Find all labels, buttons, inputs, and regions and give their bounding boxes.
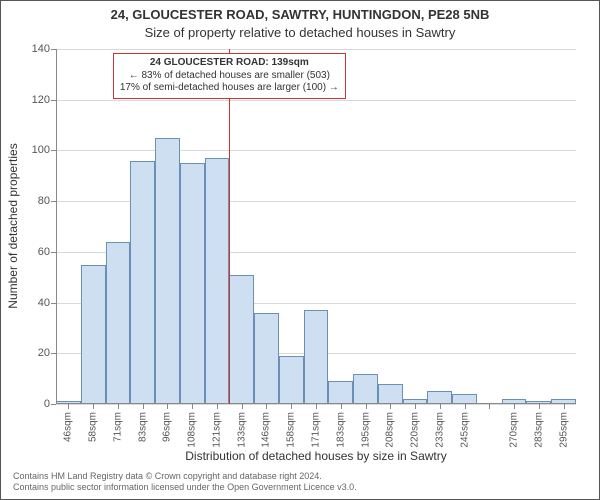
plot-inner: 02040608010012014046sqm58sqm71sqm83sqm96…	[56, 49, 576, 404]
histogram-bar	[130, 161, 155, 404]
y-tick-label: 0	[20, 398, 50, 410]
y-tick-label: 60	[20, 246, 50, 258]
x-tick-mark	[465, 404, 466, 409]
annotation-box: 24 GLOUCESTER ROAD: 139sqm← 83% of detac…	[113, 53, 346, 99]
histogram-bar	[180, 163, 205, 404]
x-tick-mark	[341, 404, 342, 409]
x-tick-mark	[68, 404, 69, 409]
x-tick-label: 220sqm	[410, 412, 421, 448]
x-tick-label: 183sqm	[335, 412, 346, 448]
x-tick-label: 233sqm	[434, 412, 445, 448]
x-tick-label: 58sqm	[88, 412, 99, 442]
histogram-bar	[279, 356, 304, 404]
plot-area: 02040608010012014046sqm58sqm71sqm83sqm96…	[56, 49, 576, 404]
x-tick-mark	[415, 404, 416, 409]
x-tick-label: 245sqm	[459, 412, 470, 448]
y-axis-title: Number of detached properties	[6, 143, 20, 308]
x-tick-mark	[242, 404, 243, 409]
histogram-bar	[328, 381, 353, 404]
x-axis-line	[56, 403, 576, 404]
histogram-bar	[353, 374, 378, 404]
gridline	[56, 49, 576, 50]
x-tick-mark	[564, 404, 565, 409]
x-tick-mark	[440, 404, 441, 409]
x-tick-mark	[118, 404, 119, 409]
x-tick-label: 195sqm	[360, 412, 371, 448]
x-tick-label: 133sqm	[236, 412, 247, 448]
x-tick-mark	[217, 404, 218, 409]
chart-title-line2: Size of property relative to detached ho…	[1, 25, 599, 40]
histogram-bar	[205, 158, 230, 404]
x-tick-label: 83sqm	[137, 412, 148, 442]
y-tick-label: 120	[20, 94, 50, 106]
annotation-line3: 17% of semi-detached houses are larger (…	[120, 82, 339, 95]
histogram-bar	[229, 275, 254, 404]
y-tick-mark	[51, 404, 56, 405]
y-axis-line	[56, 49, 57, 404]
x-tick-mark	[366, 404, 367, 409]
x-tick-label: 283sqm	[533, 412, 544, 448]
credits-line2: Contains public sector information licen…	[13, 482, 587, 493]
chart-title-line1: 24, GLOUCESTER ROAD, SAWTRY, HUNTINGDON,…	[1, 7, 599, 22]
histogram-bar	[81, 265, 106, 404]
x-tick-label: 295sqm	[558, 412, 569, 448]
y-tick-label: 140	[20, 43, 50, 55]
gridline	[56, 100, 576, 101]
histogram-bar	[254, 313, 279, 404]
histogram-bar	[304, 310, 329, 404]
x-tick-label: 108sqm	[187, 412, 198, 448]
x-tick-label: 208sqm	[385, 412, 396, 448]
histogram-bar	[378, 384, 403, 404]
x-tick-label: 96sqm	[162, 412, 173, 442]
x-axis-title: Distribution of detached houses by size …	[56, 449, 576, 463]
x-tick-mark	[93, 404, 94, 409]
x-tick-label: 171sqm	[311, 412, 322, 448]
x-tick-mark	[167, 404, 168, 409]
y-tick-label: 20	[20, 347, 50, 359]
x-tick-label: 121sqm	[211, 412, 222, 448]
x-tick-mark	[539, 404, 540, 409]
x-tick-label: 71sqm	[112, 412, 123, 442]
x-tick-label: 158sqm	[286, 412, 297, 448]
histogram-bar	[106, 242, 131, 404]
y-tick-label: 80	[20, 195, 50, 207]
x-tick-mark	[266, 404, 267, 409]
x-tick-mark	[192, 404, 193, 409]
annotation-line1: 24 GLOUCESTER ROAD: 139sqm	[120, 57, 339, 70]
x-tick-label: 270sqm	[509, 412, 520, 448]
x-tick-mark	[514, 404, 515, 409]
y-tick-label: 100	[20, 144, 50, 156]
credits: Contains HM Land Registry data © Crown c…	[13, 471, 587, 493]
x-tick-label: 46sqm	[63, 412, 74, 442]
annotation-line2: ← 83% of detached houses are smaller (50…	[120, 70, 339, 83]
x-tick-label: 146sqm	[261, 412, 272, 448]
chart-container: 24, GLOUCESTER ROAD, SAWTRY, HUNTINGDON,…	[0, 0, 600, 500]
marker-line	[229, 49, 230, 404]
x-tick-mark	[316, 404, 317, 409]
y-tick-label: 40	[20, 297, 50, 309]
x-tick-mark	[143, 404, 144, 409]
y-axis-title-wrap: Number of detached properties	[5, 49, 21, 402]
x-tick-mark	[390, 404, 391, 409]
histogram-bar	[155, 138, 180, 404]
credits-line1: Contains HM Land Registry data © Crown c…	[13, 471, 587, 482]
gridline	[56, 150, 576, 151]
x-tick-mark	[489, 404, 490, 409]
x-tick-mark	[291, 404, 292, 409]
